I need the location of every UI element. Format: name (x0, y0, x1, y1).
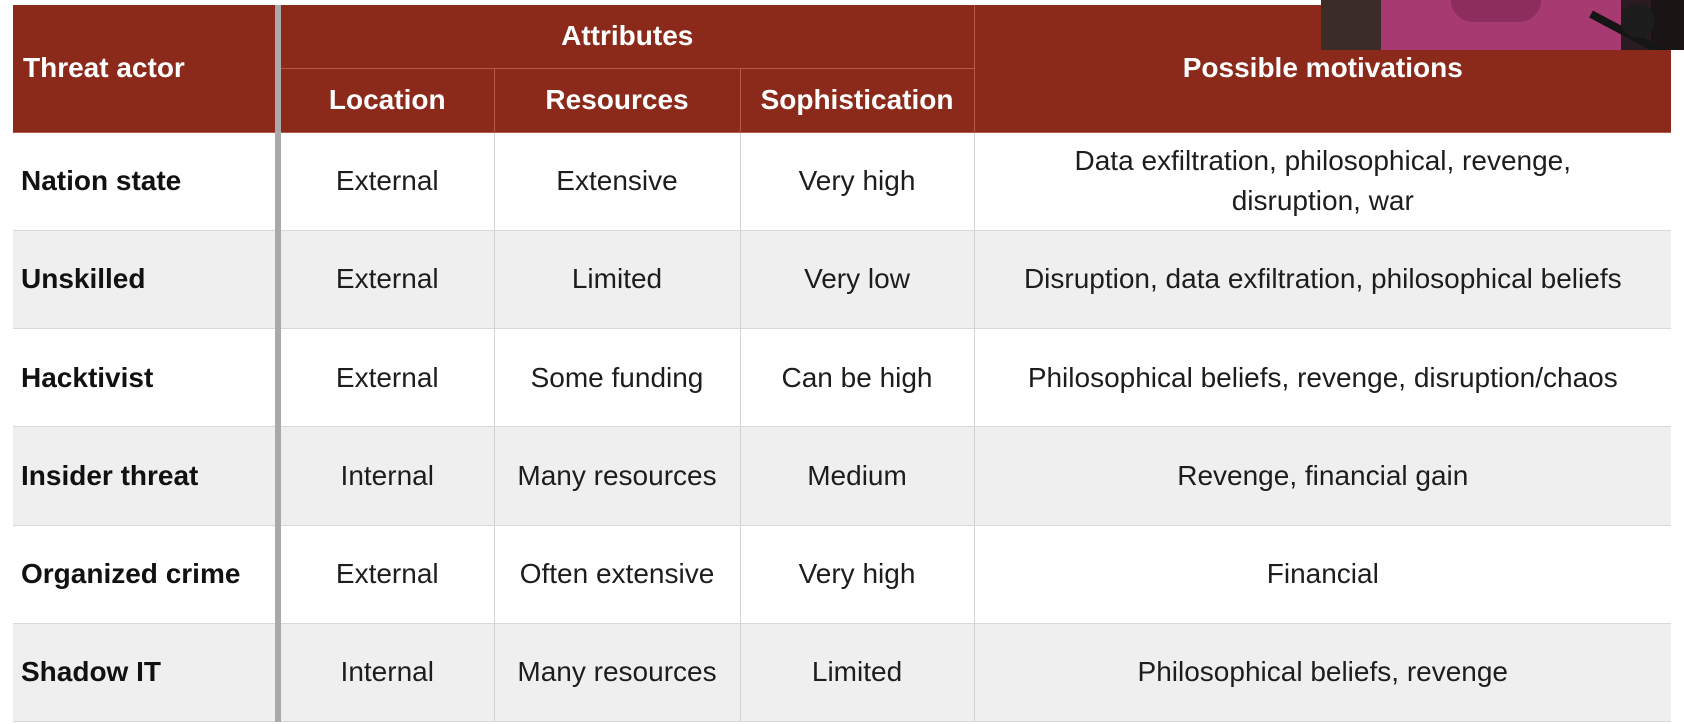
header-row-top: Threat actor Attributes Possible motivat… (13, 5, 1672, 133)
webcam-background (1321, 0, 1381, 50)
cell-actor: Nation state (13, 132, 281, 231)
cell-sophistication: Very high (740, 525, 975, 624)
cell-motivation: Data exfiltration, philosophical, reveng… (974, 132, 1672, 231)
presenter-collar (1451, 0, 1541, 22)
cell-resources: Limited (494, 230, 741, 330)
cell-resources: Many resources (494, 623, 741, 723)
webcam-background-right (1651, 0, 1684, 50)
header-location: Location (278, 68, 495, 133)
table-row: Organized crime External Often extensive… (13, 525, 1672, 624)
cell-sophistication: Very high (740, 132, 975, 231)
table-row: Shadow IT Internal Many resources Limite… (13, 623, 1672, 723)
cell-motivation: Financial (974, 525, 1672, 624)
cell-location: External (278, 525, 495, 624)
header-attributes: Attributes (278, 5, 975, 69)
cell-resources: Often extensive (494, 525, 741, 624)
table-row: Hacktivist External Some funding Can be … (13, 328, 1672, 428)
microphone-icon (1621, 4, 1655, 38)
header-threat-actor: Threat actor (13, 5, 281, 133)
cell-resources: Extensive (494, 132, 741, 231)
cell-location: Internal (278, 426, 495, 526)
threat-actors-table: Threat actor Attributes Possible motivat… (13, 5, 1672, 723)
cell-sophistication: Limited (740, 623, 975, 723)
cell-actor: Shadow IT (13, 623, 281, 723)
cell-location: External (278, 132, 495, 231)
motivation-line: disruption, war (1231, 185, 1414, 217)
cell-location: Internal (278, 623, 495, 723)
cell-actor: Insider threat (13, 426, 281, 526)
cell-actor: Organized crime (13, 525, 281, 624)
cell-motivation: Revenge, financial gain (974, 426, 1672, 526)
cell-actor: Hacktivist (13, 328, 281, 428)
cell-sophistication: Very low (740, 230, 975, 330)
header-row-sub: Location Resources Sophistication (13, 68, 1671, 133)
cell-sophistication: Can be high (740, 328, 975, 428)
table-row: Nation state External Extensive Very hig… (13, 132, 1672, 231)
cell-location: External (278, 230, 495, 330)
header-resources: Resources (494, 68, 741, 133)
table-row: Insider threat Internal Many resources M… (13, 426, 1672, 526)
motivation-line: Data exfiltration, philosophical, reveng… (1074, 145, 1572, 177)
cell-resources: Some funding (494, 328, 741, 428)
cell-motivation: Philosophical beliefs, revenge (974, 623, 1672, 723)
cell-sophistication: Medium (740, 426, 975, 526)
header-sophistication: Sophistication (740, 68, 975, 133)
webcam-overlay (1321, 0, 1684, 50)
cell-motivation: Disruption, data exfiltration, philosoph… (974, 230, 1672, 330)
table-row: Unskilled External Limited Very low Disr… (13, 230, 1672, 330)
cell-motivation: Philosophical beliefs, revenge, disrupti… (974, 328, 1672, 428)
cell-location: External (278, 328, 495, 428)
cell-resources: Many resources (494, 426, 741, 526)
cell-actor: Unskilled (13, 230, 281, 330)
